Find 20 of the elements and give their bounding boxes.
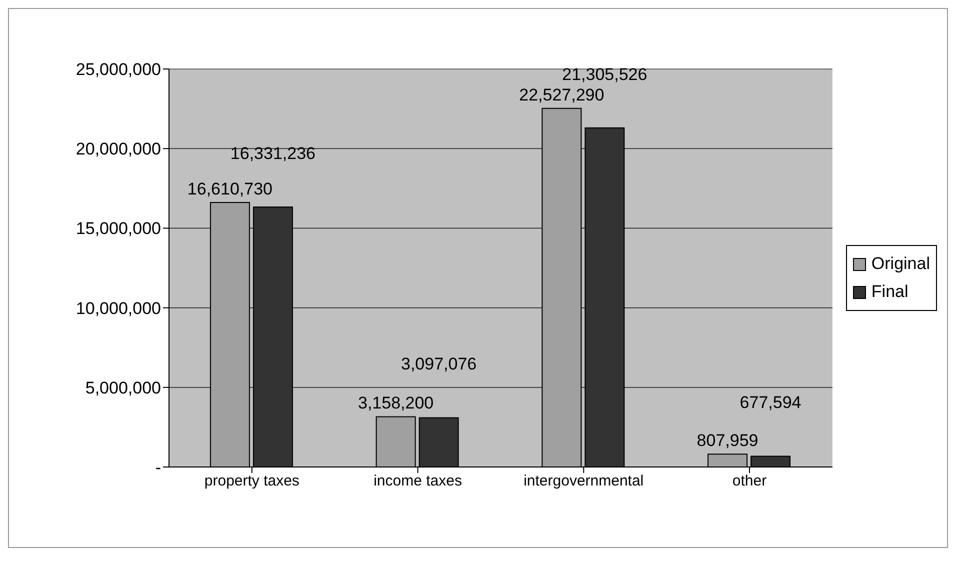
data-label: 677,594 [740, 393, 802, 412]
y-tick-label: 20,000,000 [76, 140, 161, 159]
data-label: 807,959 [696, 431, 758, 450]
data-label: 16,610,730 [187, 180, 273, 199]
x-tick-label: income taxes [374, 472, 462, 490]
x-tick-label: property taxes [204, 472, 300, 490]
y-tick-label: 25,000,000 [76, 60, 161, 80]
data-label: 3,158,200 [358, 394, 434, 413]
x-tick-label: other [732, 472, 767, 490]
data-label: 16,331,236 [230, 144, 316, 164]
y-tick-label: 10,000,000 [76, 298, 161, 318]
y-tick-label: - [155, 458, 161, 478]
y-tick-label: 5,000,000 [85, 378, 161, 398]
y-tick-label: 15,000,000 [76, 219, 161, 238]
x-tick-label: intergovernmental [524, 472, 644, 490]
legend-label: Final [870, 281, 910, 303]
data-label: 3,097,076 [400, 354, 477, 374]
legend-label: Original [870, 253, 930, 275]
data-label: 22,527,290 [519, 85, 604, 104]
data-label: 21,305,526 [562, 64, 648, 84]
